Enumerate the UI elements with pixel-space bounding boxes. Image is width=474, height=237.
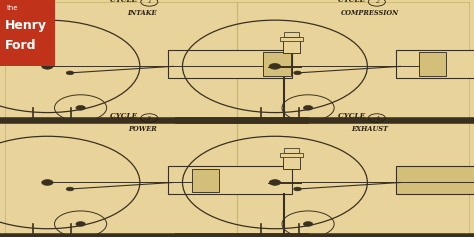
Circle shape: [303, 222, 313, 226]
Text: CYCLE: CYCLE: [110, 112, 142, 120]
Bar: [168, 166, 292, 194]
Text: COMPRESSION: COMPRESSION: [341, 9, 399, 17]
Text: CYCLE: CYCLE: [110, 0, 142, 4]
Bar: [175, 117, 474, 123]
Text: 2: 2: [375, 0, 379, 5]
Text: CYCLE: CYCLE: [337, 112, 370, 120]
Circle shape: [294, 71, 301, 75]
Circle shape: [269, 180, 281, 185]
Circle shape: [66, 71, 74, 75]
Bar: [283, 40, 300, 53]
Bar: [280, 37, 303, 41]
Bar: [283, 156, 300, 169]
Bar: [419, 52, 447, 76]
Bar: [168, 50, 292, 78]
Circle shape: [66, 187, 74, 191]
Bar: [264, 52, 291, 76]
Text: the: the: [7, 5, 18, 11]
Text: 1: 1: [147, 0, 151, 5]
Bar: [0, 233, 308, 237]
Circle shape: [76, 105, 85, 110]
Circle shape: [269, 64, 281, 69]
Text: INTAKE: INTAKE: [128, 9, 157, 17]
Bar: [280, 153, 303, 157]
Bar: [0, 0, 55, 66]
Bar: [284, 32, 299, 37]
Bar: [0, 117, 308, 123]
Text: 4: 4: [375, 115, 379, 121]
Bar: [396, 50, 474, 78]
Circle shape: [76, 222, 85, 226]
Bar: [191, 169, 219, 192]
Circle shape: [294, 187, 301, 191]
Circle shape: [42, 64, 53, 69]
Bar: [284, 148, 299, 153]
Text: POWER: POWER: [128, 125, 156, 133]
Bar: [175, 233, 474, 237]
Circle shape: [303, 105, 313, 110]
Text: Ford: Ford: [5, 39, 36, 51]
Text: Henry: Henry: [5, 19, 47, 32]
Text: CYCLE: CYCLE: [337, 0, 370, 4]
Bar: [396, 166, 474, 194]
Circle shape: [42, 180, 53, 185]
Text: 3: 3: [147, 115, 151, 121]
Text: EXHAUST: EXHAUST: [351, 125, 388, 133]
